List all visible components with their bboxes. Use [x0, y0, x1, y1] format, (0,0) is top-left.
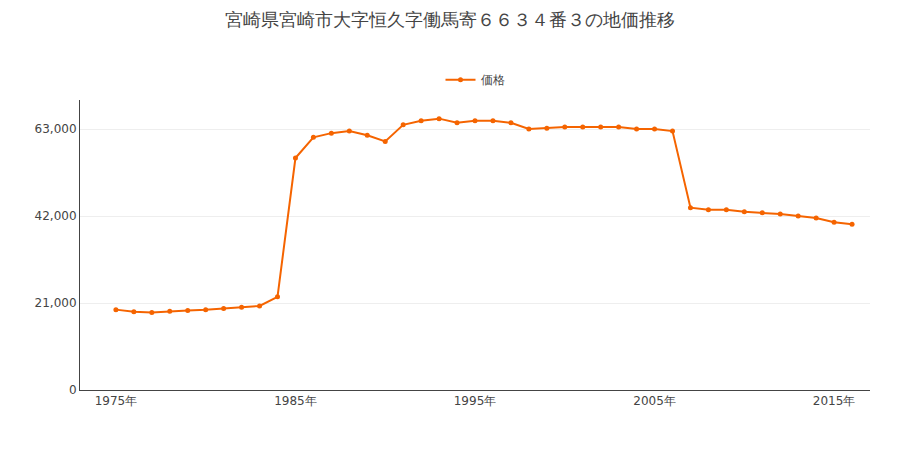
svg-text:21,000: 21,000: [35, 296, 77, 310]
svg-text:42,000: 42,000: [35, 209, 77, 223]
svg-text:1975年: 1975年: [95, 394, 138, 408]
svg-text:価格: 価格: [481, 73, 505, 87]
svg-text:2015年: 2015年: [813, 394, 856, 408]
svg-text:63,000: 63,000: [35, 122, 77, 136]
svg-text:1995年: 1995年: [454, 394, 497, 408]
svg-text:1985年: 1985年: [274, 394, 317, 408]
svg-text:0: 0: [69, 383, 77, 397]
svg-text:宮崎県宮崎市大字恒久字働馬寄６６３４番３の地価推移: 宮崎県宮崎市大字恒久字働馬寄６６３４番３の地価推移: [225, 9, 675, 30]
svg-text:2005年: 2005年: [633, 394, 676, 408]
